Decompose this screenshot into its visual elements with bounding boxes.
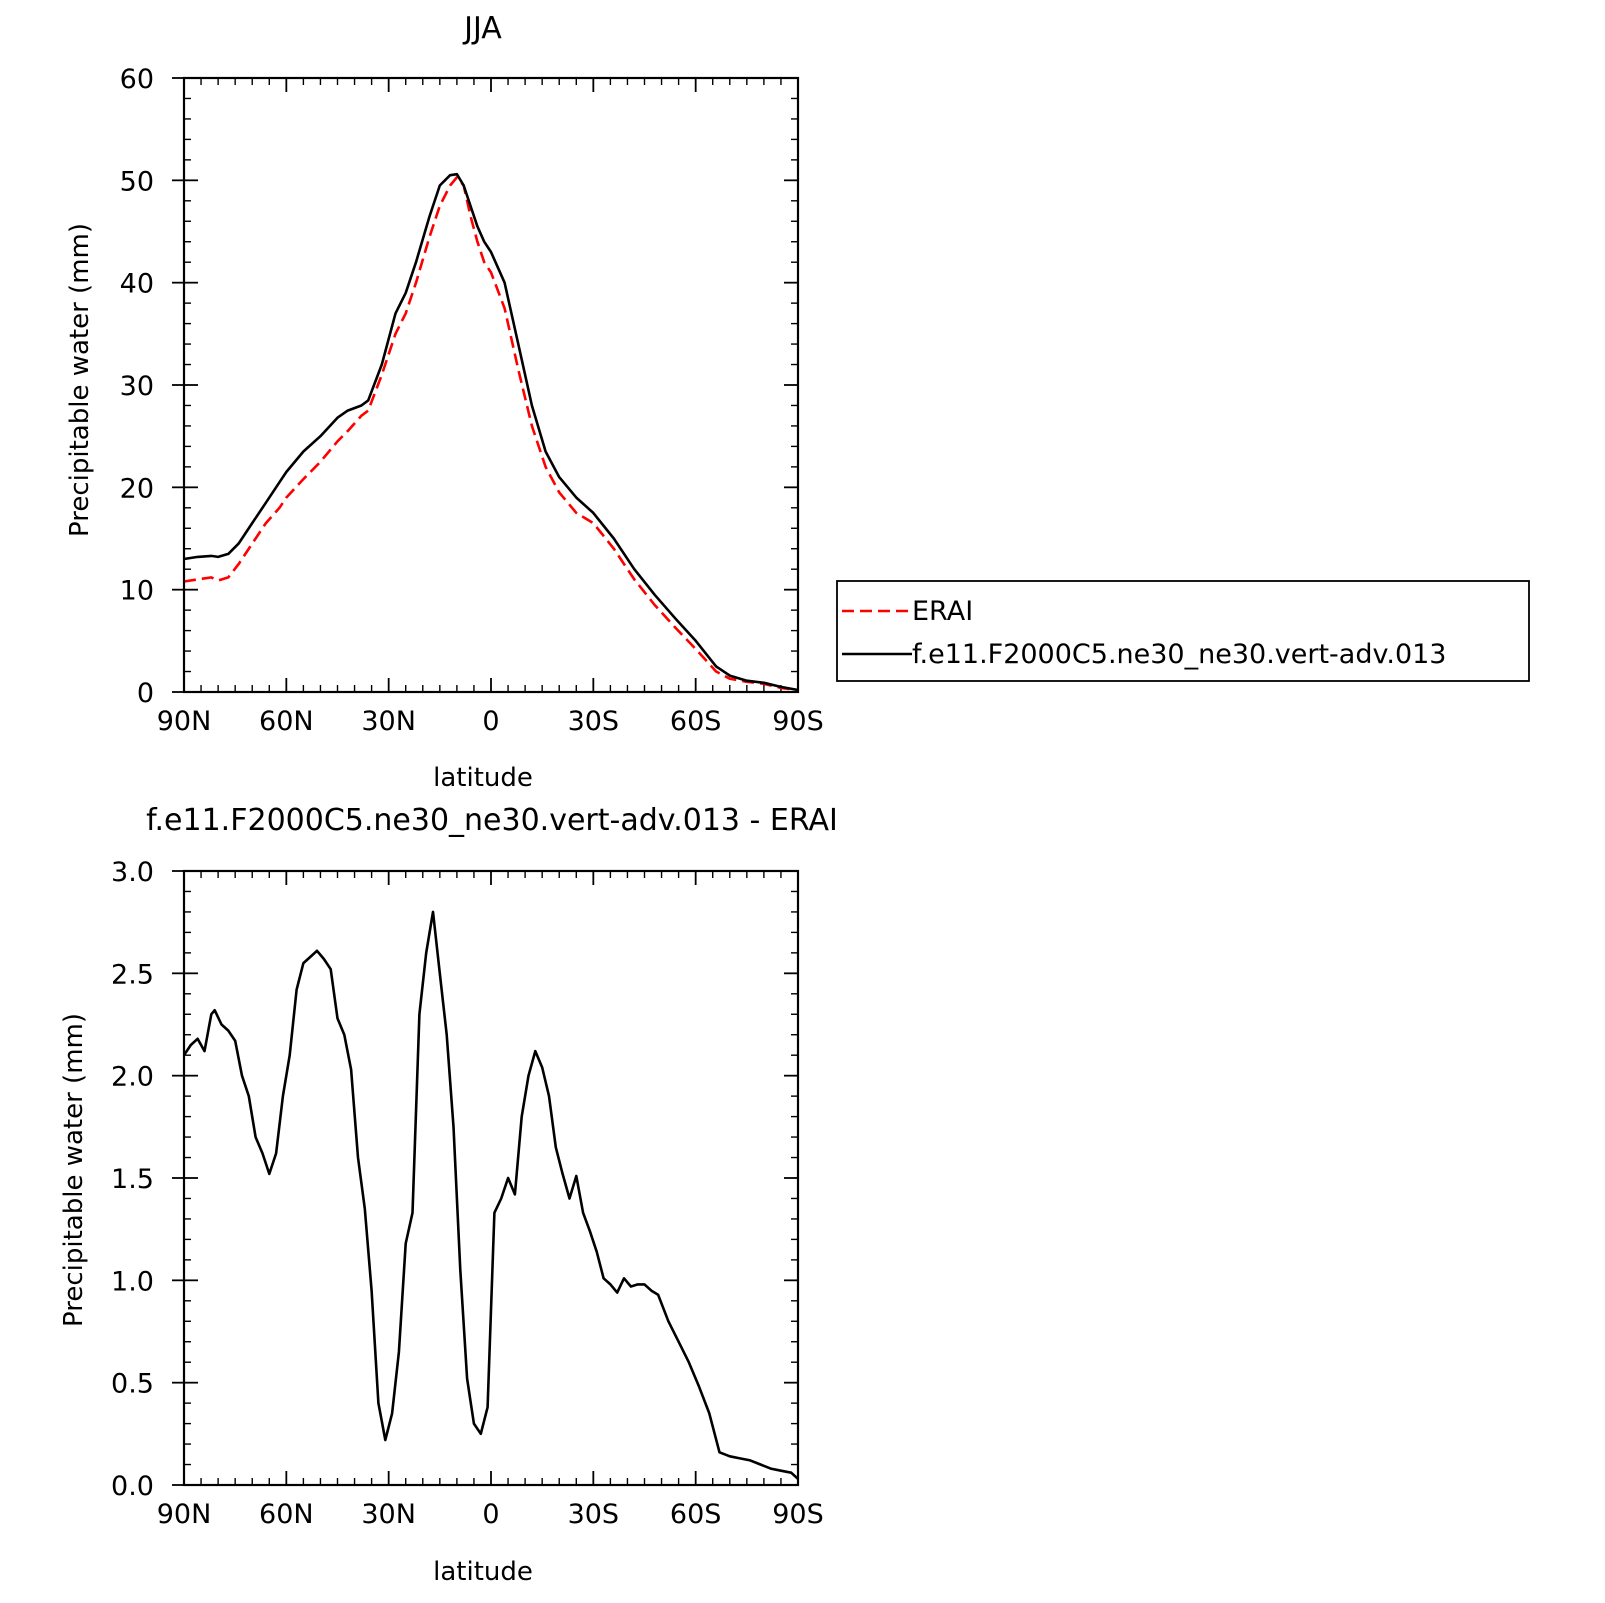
x-tick-label: 60N [259, 1499, 314, 1530]
y-tick-label: 2.0 [111, 1062, 154, 1093]
x-tick-label: 90N [157, 1499, 212, 1530]
y-tick-label: 50 [120, 166, 154, 197]
x-tick-label: 30N [361, 1499, 416, 1530]
panel-top-frame [182, 76, 800, 694]
y-tick-label: 40 [120, 269, 154, 300]
legend-label-model: f.e11.F2000C5.ne30_ne30.vert-adv.013 [912, 639, 1446, 670]
y-tick-label: 0 [137, 678, 154, 709]
x-tick-label: 90N [157, 706, 212, 737]
y-tick-label: 10 [120, 576, 154, 607]
series-line-1-0 [182, 910, 799, 1480]
legend: ERAI f.e11.F2000C5.ne30_ne30.vert-adv.01… [836, 580, 1530, 682]
y-tick-label: 1.0 [111, 1266, 154, 1297]
y-tick-label: 20 [120, 473, 154, 504]
panel-top-ticks: 90N 60N 30N 0 30S 60S 90S 0 10 20 30 40 50 60 [120, 64, 824, 737]
y-tick-label: 3.0 [111, 857, 154, 888]
panel-bottom-difference: f.e11.F2000C5.ne30_ne30.vert-adv.013 - E… [59, 803, 838, 1587]
y-tick-label: 0.5 [111, 1369, 154, 1400]
panel-top-precipitable-water: JJA 90N 60N 30N 0 30S 60S 90S 0 10 20 30 40 50 60 Pre… [65, 11, 824, 793]
panel-top-title: JJA [462, 11, 502, 46]
y-tick-label: 2.5 [111, 959, 154, 990]
panel-top-y-axis-label: Precipitable water (mm) [65, 223, 95, 537]
panel-bottom-y-axis-label: Precipitable water (mm) [59, 1013, 89, 1327]
panel-bottom-ticks: 90N 60N 30N 0 30S 60S 90S 0.0 0.5 1.0 1.5 2.0 2.5 3.0 [111, 857, 824, 1530]
series-line-0-0 [183, 176, 799, 692]
x-tick-label: 90S [772, 706, 824, 737]
panel-bottom-title: f.e11.F2000C5.ne30_ne30.vert-adv.013 - E… [146, 803, 838, 838]
y-tick-label: 30 [120, 371, 154, 402]
panel-bottom-x-axis-label: latitude [433, 1557, 533, 1587]
x-tick-label: 30N [361, 706, 416, 737]
x-tick-label: 60N [259, 706, 314, 737]
x-tick-label: 30S [568, 706, 620, 737]
panel-top-series [183, 172, 799, 692]
series-line-0-1 [183, 172, 799, 692]
x-tick-label: 0 [482, 1499, 499, 1530]
legend-box [836, 580, 1530, 682]
panel-top-x-axis-label: latitude [433, 763, 533, 793]
panel-bottom-frame [182, 869, 800, 1487]
x-tick-label: 30S [568, 1499, 620, 1530]
legend-label-erai: ERAI [912, 596, 973, 627]
x-tick-label: 60S [670, 1499, 722, 1530]
y-tick-label: 0.0 [111, 1471, 154, 1502]
x-tick-label: 90S [772, 1499, 824, 1530]
x-tick-label: 0 [482, 706, 499, 737]
x-tick-label: 60S [670, 706, 722, 737]
panel-bottom-series [182, 910, 799, 1480]
y-tick-label: 1.5 [111, 1164, 154, 1195]
y-tick-label: 60 [120, 64, 154, 95]
